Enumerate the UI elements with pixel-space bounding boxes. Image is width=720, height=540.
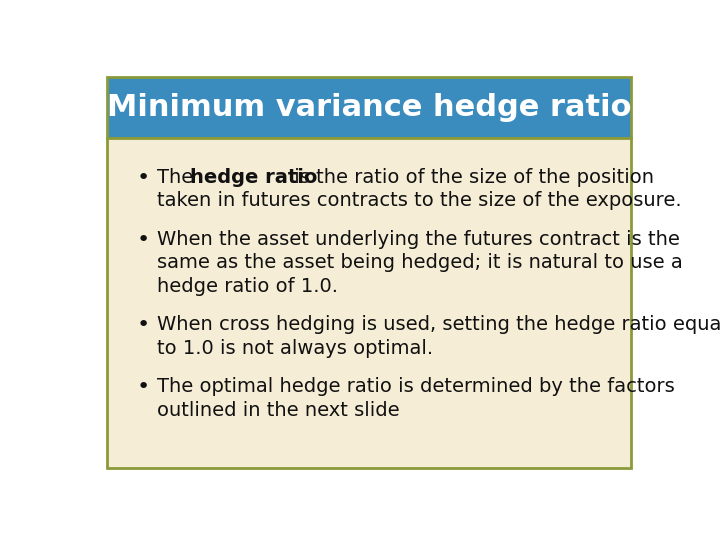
Text: When the asset underlying the futures contract is the: When the asset underlying the futures co… [156, 230, 680, 248]
Text: is the ratio of the size of the position: is the ratio of the size of the position [288, 167, 654, 186]
Text: hedge ratio: hedge ratio [189, 167, 317, 186]
Text: to 1.0 is not always optimal.: to 1.0 is not always optimal. [156, 339, 433, 357]
Text: same as the asset being hedged; it is natural to use a: same as the asset being hedged; it is na… [156, 253, 683, 272]
FancyBboxPatch shape [107, 77, 631, 138]
FancyBboxPatch shape [107, 138, 631, 468]
Text: •: • [137, 167, 150, 187]
Text: When cross hedging is used, setting the hedge ratio equal: When cross hedging is used, setting the … [156, 315, 720, 334]
Text: •: • [137, 315, 150, 335]
Text: outlined in the next slide: outlined in the next slide [156, 401, 399, 420]
Text: •: • [137, 377, 150, 397]
Text: taken in futures contracts to the size of the exposure.: taken in futures contracts to the size o… [156, 191, 681, 210]
Text: Minimum variance hedge ratio: Minimum variance hedge ratio [107, 93, 631, 122]
Text: The optimal hedge ratio is determined by the factors: The optimal hedge ratio is determined by… [156, 377, 675, 396]
Text: •: • [137, 230, 150, 249]
Text: The: The [156, 167, 199, 186]
Text: hedge ratio of 1.0.: hedge ratio of 1.0. [156, 276, 338, 295]
